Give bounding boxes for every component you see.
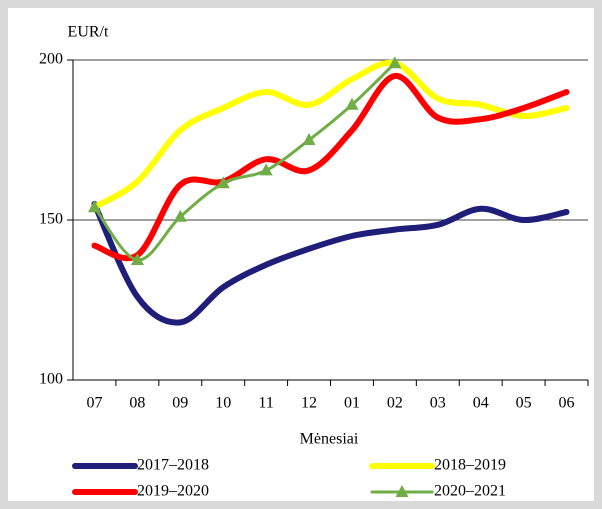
x-tick-label: 07 <box>86 395 102 412</box>
x-axis-label: Mėnesiai <box>300 431 359 448</box>
marker <box>388 56 402 69</box>
marker <box>216 176 230 189</box>
x-tick-label: 10 <box>215 395 231 412</box>
x-tick-label: 02 <box>387 395 403 412</box>
x-tick-label: 09 <box>172 395 188 412</box>
x-tick-label: 12 <box>301 395 317 412</box>
y-tick-label: 150 <box>39 211 63 228</box>
y-tick-label: 100 <box>39 371 63 388</box>
series-line <box>91 73 570 262</box>
x-tick-label: 01 <box>344 395 360 412</box>
marker <box>130 253 144 265</box>
marker <box>302 133 316 145</box>
x-tick-label: 11 <box>258 395 273 412</box>
y-tick-label: 200 <box>39 51 63 68</box>
series-line <box>91 201 570 326</box>
legend-label: 2020–2021 <box>434 483 506 500</box>
marker <box>173 209 187 222</box>
x-tick-label: 08 <box>129 395 145 412</box>
series-line <box>91 59 570 211</box>
legend-label: 2019–2020 <box>137 483 209 500</box>
legend-label: 2018–2019 <box>434 457 506 474</box>
y-axis-label: EUR/t <box>68 24 109 41</box>
marker <box>259 163 273 176</box>
marker <box>345 97 359 110</box>
x-tick-label: 04 <box>473 395 489 412</box>
x-tick-label: 06 <box>559 395 575 412</box>
x-tick-label: 05 <box>516 395 532 412</box>
x-tick-label: 03 <box>430 395 446 412</box>
marker <box>87 200 101 213</box>
legend-marker <box>395 485 409 497</box>
legend-label: 2017–2018 <box>137 457 209 474</box>
